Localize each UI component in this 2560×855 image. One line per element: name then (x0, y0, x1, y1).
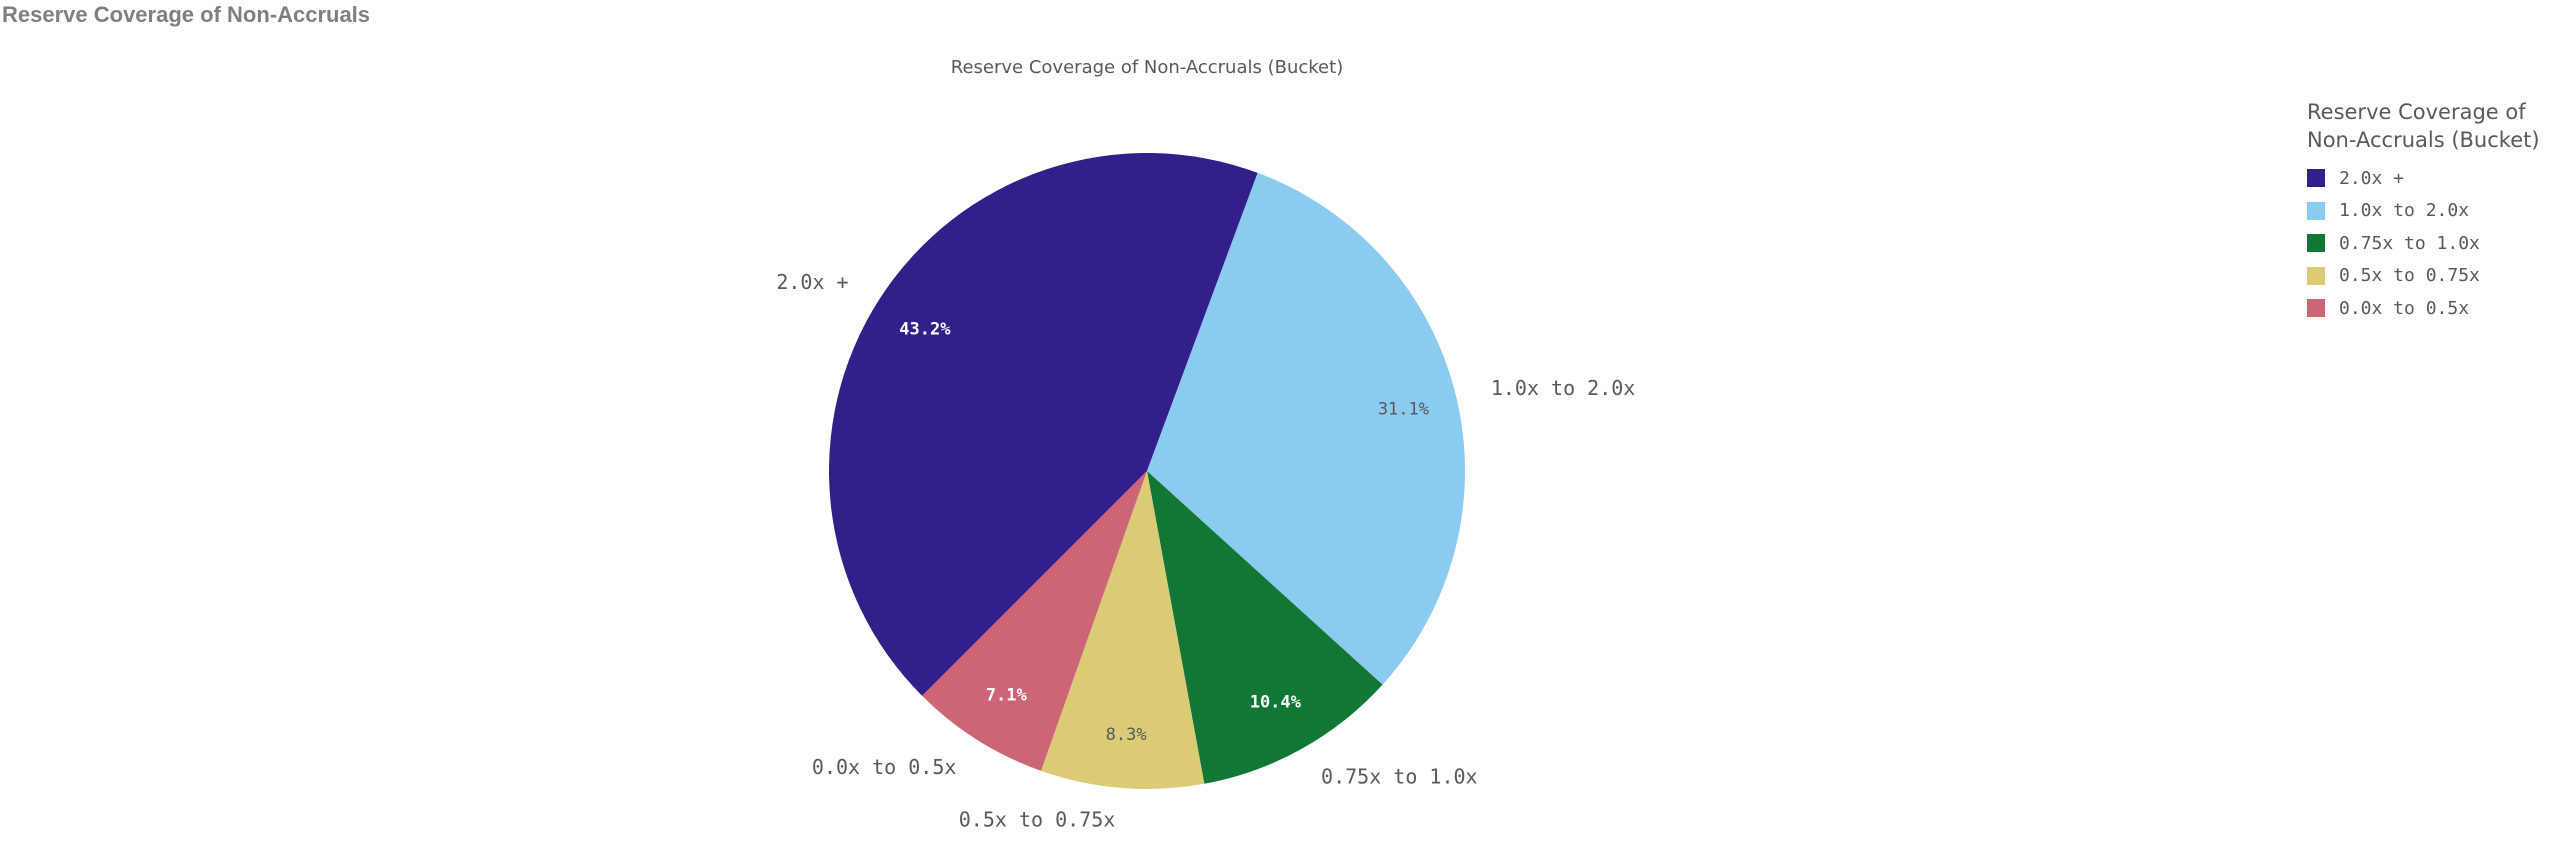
legend-title-line-1: Reserve Coverage of (2307, 100, 2526, 124)
pie-category-label-1-0x-to-2-0x: 1.0x to 2.0x (1491, 376, 1636, 400)
legend: Reserve Coverage of Non-Accruals (Bucket… (2307, 98, 2557, 325)
pie-value-labels: 43.2% 31.1% 10.4% 8.3% 7.1% (899, 319, 1429, 745)
pie-slice-2-0x[interactable] (829, 153, 1258, 696)
pie-value-label-0-5x-to-0-75x: 8.3% (1106, 725, 1147, 745)
pie-category-label-2-0x: 2.0x + (776, 270, 848, 294)
legend-swatch (2307, 299, 2325, 318)
legend-item-0-75x-to-1-0x[interactable]: 0.75x to 1.0x (2307, 227, 2557, 260)
legend-label: 0.75x to 1.0x (2339, 232, 2480, 254)
legend-label: 2.0x + (2339, 167, 2405, 189)
pie-slice-1-0x-to-2-0x[interactable] (1147, 172, 1465, 685)
legend-title-line-2: Non-Accruals (Bucket) (2307, 128, 2540, 152)
legend-swatch (2307, 234, 2325, 253)
legend-item-2-0x[interactable]: 2.0x + (2307, 162, 2557, 195)
pie-value-label-0-75x-to-1-0x: 10.4% (1250, 693, 1302, 713)
pie-category-label-0-5x-to-0-75x: 0.5x to 0.75x (959, 808, 1116, 832)
legend-items: 2.0x + 1.0x to 2.0x 0.75x to 1.0x 0.5x to 0… (2307, 162, 2557, 325)
chart-title: Reserve Coverage of Non-Accruals (Bucket… (951, 57, 1343, 78)
pie-category-label-0-75x-to-1-0x: 0.75x to 1.0x (1321, 765, 1478, 789)
pie-slice-0-5x-to-0-75x[interactable] (1041, 471, 1205, 789)
legend-title: Reserve Coverage of Non-Accruals (Bucket… (2307, 98, 2557, 154)
pie-value-label-0-0x-to-0-5x: 7.1% (986, 685, 1028, 705)
pie-slice-0-0x-to-0-5x[interactable] (922, 471, 1147, 771)
legend-item-1-0x-to-2-0x[interactable]: 1.0x to 2.0x (2307, 195, 2557, 228)
legend-item-0-5x-to-0-75x[interactable]: 0.5x to 0.75x (2307, 260, 2557, 293)
pie-slices (829, 153, 1465, 789)
pie-category-label-0-0x-to-0-5x: 0.0x to 0.5x (812, 755, 957, 779)
page-title: Reserve Coverage of Non-Accruals (2, 2, 371, 27)
legend-label: 1.0x to 2.0x (2339, 200, 2470, 222)
pie-value-label-2-0x: 43.2% (899, 319, 951, 339)
legend-item-0-0x-to-0-5x[interactable]: 0.0x to 0.5x (2307, 292, 2557, 325)
legend-swatch (2307, 266, 2325, 285)
pie-value-label-1-0x-to-2-0x: 31.1% (1378, 399, 1429, 419)
pie-slice-0-75x-to-1-0x[interactable] (1147, 471, 1383, 784)
legend-label: 0.5x to 0.75x (2339, 265, 2480, 287)
legend-label: 0.0x to 0.5x (2339, 297, 2470, 319)
pie-outer-labels: 2.0x + 1.0x to 2.0x 0.75x to 1.0x 0.5x to 0… (776, 270, 1635, 832)
legend-swatch (2307, 169, 2325, 188)
legend-swatch (2307, 201, 2325, 220)
